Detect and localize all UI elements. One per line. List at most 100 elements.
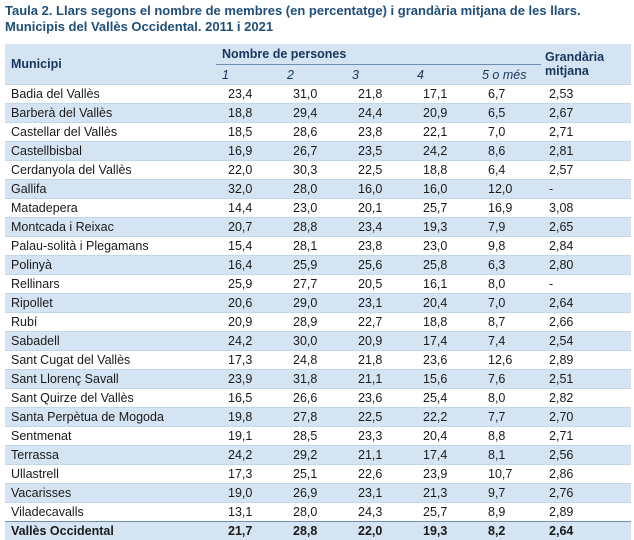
header-col-2: 2 (281, 64, 346, 85)
municipi-cell: Vallès Occidental (5, 521, 216, 540)
municipi-cell: Rellinars (5, 274, 216, 294)
value-5-or-more-cell: 7,7 (476, 407, 542, 427)
value-4-cell: 22,1 (411, 122, 476, 142)
value-2-cell: 28,1 (281, 236, 346, 256)
municipi-cell: Palau-solità i Plegamans (5, 236, 216, 256)
table-row: Rellinars 25,9 27,7 20,5 16,1 8,0- (5, 274, 632, 294)
value-2-cell: 24,8 (281, 350, 346, 370)
value-3-cell: 22,7 (346, 312, 411, 332)
value-4-cell: 20,9 (411, 103, 476, 123)
table-row: Santa Perpètua de Mogoda 19,8 27,8 22,5 22,2… (5, 407, 632, 427)
value-1-cell: 23,4 (216, 84, 281, 104)
table-row: Castellbisbal 16,9 26,7 23,5 24,2 8,6 2,81 (5, 141, 632, 161)
value-1-cell: 24,2 (216, 331, 281, 351)
value-3-cell: 23,1 (346, 483, 411, 503)
value-5-or-more-cell: 6,5 (476, 103, 542, 123)
table-row: Gallifa 32,0 28,0 16,0 16,0 12,0- (5, 179, 632, 199)
value-5-or-more-cell: 10,7 (476, 464, 542, 484)
grandaria-cell: 2,81 (541, 141, 632, 161)
value-1-cell: 19,8 (216, 407, 281, 427)
table-row: Cerdanyola del Vallès 22,0 30,3 22,5 18,8 6,4… (5, 160, 632, 180)
value-2-cell: 28,9 (281, 312, 346, 332)
grandaria-cell: 2,82 (541, 388, 632, 408)
value-4-cell: 15,6 (411, 369, 476, 389)
value-4-cell: 23,9 (411, 464, 476, 484)
value-3-cell: 22,5 (346, 160, 411, 180)
value-3-cell: 21,1 (346, 369, 411, 389)
value-1-cell: 16,4 (216, 255, 281, 275)
municipi-cell: Matadepera (5, 198, 216, 218)
value-3-cell: 21,8 (346, 350, 411, 370)
value-3-cell: 23,3 (346, 426, 411, 446)
municipi-cell: Castellbisbal (5, 141, 216, 161)
value-4-cell: 25,4 (411, 388, 476, 408)
municipi-cell: Sant Cugat del Vallès (5, 350, 216, 370)
value-3-cell: 23,4 (346, 217, 411, 237)
value-4-cell: 18,8 (411, 160, 476, 180)
value-5-or-more-cell: 8,1 (476, 445, 542, 465)
table-body: Badia del Vallès 23,4 31,0 21,8 17,1 6,7 2,53 B… (5, 84, 632, 540)
grandaria-cell: 2,71 (541, 122, 632, 142)
grandaria-cell: - (541, 179, 632, 199)
grandaria-cell: 2,64 (541, 293, 632, 313)
value-1-cell: 18,5 (216, 122, 281, 142)
municipi-cell: Sentmenat (5, 426, 216, 446)
value-4-cell: 18,8 (411, 312, 476, 332)
value-5-or-more-cell: 12,0 (476, 179, 542, 199)
value-1-cell: 13,1 (216, 502, 281, 522)
value-5-or-more-cell: 9,8 (476, 236, 542, 256)
value-1-cell: 20,6 (216, 293, 281, 313)
value-1-cell: 16,5 (216, 388, 281, 408)
municipi-cell: Castellar del Vallès (5, 122, 216, 142)
value-1-cell: 25,9 (216, 274, 281, 294)
value-3-cell: 23,6 (346, 388, 411, 408)
value-3-cell: 24,3 (346, 502, 411, 522)
value-2-cell: 27,7 (281, 274, 346, 294)
table-row: Terrassa 24,2 29,2 21,1 17,4 8,1 2,56 (5, 445, 632, 465)
value-2-cell: 31,0 (281, 84, 346, 104)
value-2-cell: 28,8 (281, 217, 346, 237)
value-5-or-more-cell: 7,6 (476, 369, 542, 389)
table-row: Sant Quirze del Vallès 16,5 26,6 23,6 25,4 8,… (5, 388, 632, 408)
value-3-cell: 20,1 (346, 198, 411, 218)
value-2-cell: 26,7 (281, 141, 346, 161)
table-row: Barberà del Vallès 18,8 29,4 24,4 20,9 6,5 2,6… (5, 103, 632, 123)
value-2-cell: 26,6 (281, 388, 346, 408)
value-5-or-more-cell: 8,6 (476, 141, 542, 161)
header-municipi: Municipi (5, 44, 216, 85)
value-5-or-more-cell: 6,4 (476, 160, 542, 180)
table-title: Taula 2. Llars segons el nombre de membr… (5, 3, 581, 34)
value-1-cell: 17,3 (216, 464, 281, 484)
value-2-cell: 28,0 (281, 179, 346, 199)
value-2-cell: 25,9 (281, 255, 346, 275)
table-header: Municipi Nombre de persones Grandària mi… (5, 44, 632, 85)
value-4-cell: 23,6 (411, 350, 476, 370)
table-row: Vacarisses 19,0 26,9 23,1 21,3 9,7 2,76 (5, 483, 632, 503)
value-1-cell: 22,0 (216, 160, 281, 180)
municipi-cell: Rubí (5, 312, 216, 332)
value-4-cell: 19,3 (411, 521, 476, 540)
grandaria-cell: 2,71 (541, 426, 632, 446)
value-2-cell: 28,0 (281, 502, 346, 522)
table-row: Rubí 20,9 28,9 22,7 18,8 8,7 2,66 (5, 312, 632, 332)
value-4-cell: 22,2 (411, 407, 476, 427)
value-3-cell: 25,6 (346, 255, 411, 275)
table-row: Sentmenat 19,1 28,5 23,3 20,4 8,8 2,71 (5, 426, 632, 446)
grandaria-cell: 2,57 (541, 160, 632, 180)
municipi-cell: Gallifa (5, 179, 216, 199)
value-3-cell: 23,8 (346, 236, 411, 256)
value-3-cell: 20,9 (346, 331, 411, 351)
value-3-cell: 22,5 (346, 407, 411, 427)
table-row: Sant Cugat del Vallès 17,3 24,8 21,8 23,6 12,… (5, 350, 632, 370)
value-5-or-more-cell: 8,0 (476, 274, 542, 294)
value-5-or-more-cell: 6,3 (476, 255, 542, 275)
value-3-cell: 23,8 (346, 122, 411, 142)
value-3-cell: 22,6 (346, 464, 411, 484)
table-row: Ullastrell 17,3 25,1 22,6 23,9 10,7 2,86 (5, 464, 632, 484)
value-5-or-more-cell: 7,4 (476, 331, 542, 351)
value-3-cell: 23,1 (346, 293, 411, 313)
value-2-cell: 28,5 (281, 426, 346, 446)
grandaria-cell: 2,67 (541, 103, 632, 123)
value-1-cell: 23,9 (216, 369, 281, 389)
table-row: Montcada i Reixac 20,7 28,8 23,4 19,3 7,9 2,65 (5, 217, 632, 237)
